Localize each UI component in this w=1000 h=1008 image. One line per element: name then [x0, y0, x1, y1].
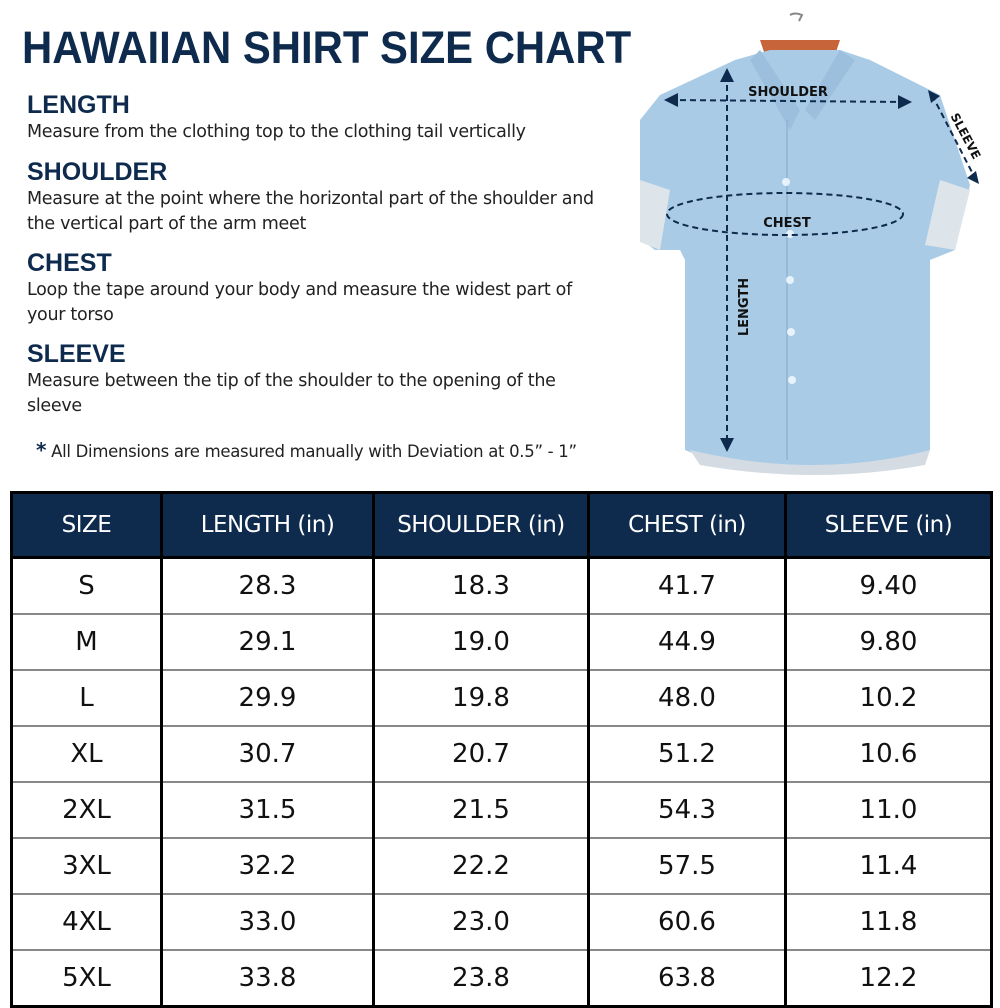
column-header: CHEST (in)	[587, 491, 787, 559]
table-cell: 12.2	[784, 949, 993, 1008]
column-header: SLEEVE (in)	[784, 491, 993, 559]
table-cell: 33.8	[160, 949, 375, 1008]
section-text: Loop the tape around your body and measu…	[27, 280, 572, 325]
table-cell: 33.0	[160, 893, 375, 950]
table-cell: L	[10, 669, 163, 726]
section-heading: SLEEVE	[27, 340, 126, 368]
section-shoulder: SHOULDER Measure at the point where the …	[27, 157, 607, 237]
table-cell: 11.8	[784, 893, 993, 950]
table-cell: 11.0	[784, 781, 993, 838]
table-row: 5XL 33.8 23.8 63.8 12.2	[10, 949, 993, 1008]
table-row: 4XL 33.0 23.0 60.6 11.8	[10, 893, 993, 950]
page-title: HAWAIIAN SHIRT SIZE CHART	[22, 22, 632, 73]
table-cell: 32.2	[160, 837, 375, 894]
table-row: XL 30.7 20.7 51.2 10.6	[10, 725, 993, 782]
table-cell: M	[10, 613, 163, 670]
table-cell: 20.7	[372, 725, 590, 782]
table-cell: 41.7	[587, 556, 787, 614]
table-row: 2XL 31.5 21.5 54.3 11.0	[10, 781, 993, 838]
table-cell: 23.8	[372, 949, 590, 1008]
table-cell: 23.0	[372, 893, 590, 950]
table-cell: 44.9	[587, 613, 787, 670]
length-label: LENGTH	[737, 278, 752, 336]
section-heading: LENGTH	[27, 91, 130, 119]
table-cell: 28.3	[160, 556, 375, 614]
note-text: All Dimensions are measured manually wit…	[51, 442, 577, 461]
table-cell: 9.40	[784, 556, 993, 614]
table-header-row: SIZE LENGTH (in) SHOULDER (in) CHEST (in) SL…	[10, 491, 993, 559]
table-cell: 57.5	[587, 837, 787, 894]
table-cell: 2XL	[10, 781, 163, 838]
table-cell: 60.6	[587, 893, 787, 950]
table-cell: 19.0	[372, 613, 590, 670]
table-cell: XL	[10, 725, 163, 782]
table-row: L 29.9 19.8 48.0 10.2	[10, 669, 993, 726]
table-cell: 10.6	[784, 725, 993, 782]
dimension-note: * All Dimensions are measured manually w…	[36, 438, 577, 462]
section-sleeve: SLEEVE Measure between the tip of the sh…	[27, 339, 557, 419]
table-cell: 4XL	[10, 893, 163, 950]
table-cell: 11.4	[784, 837, 993, 894]
size-table: SIZE LENGTH (in) SHOULDER (in) CHEST (in) SL…	[10, 491, 993, 1008]
section-text: Measure at the point where the horizonta…	[27, 189, 594, 234]
table-cell: 31.5	[160, 781, 375, 838]
table-cell: 29.9	[160, 669, 375, 726]
table-cell: 5XL	[10, 949, 163, 1008]
table-cell: 10.2	[784, 669, 993, 726]
table-cell: 30.7	[160, 725, 375, 782]
section-heading: SHOULDER	[27, 158, 168, 186]
table-cell: 19.8	[372, 669, 590, 726]
table-cell: 51.2	[587, 725, 787, 782]
chest-label: CHEST	[763, 216, 811, 231]
table-row: S 28.3 18.3 41.7 9.40	[10, 556, 993, 614]
table-cell: 54.3	[587, 781, 787, 838]
shirt-illustration: SHOULDER CHEST LENGTH SLEEVE	[635, 12, 983, 475]
table-cell: 21.5	[372, 781, 590, 838]
column-header: SIZE	[10, 491, 163, 559]
section-heading: CHEST	[27, 249, 112, 277]
table-cell: S	[10, 556, 163, 614]
table-cell: 29.1	[160, 613, 375, 670]
table-cell: 63.8	[587, 949, 787, 1008]
table-row: 3XL 32.2 22.2 57.5 11.4	[10, 837, 993, 894]
table-cell: 22.2	[372, 837, 590, 894]
section-text: Measure from the clothing top to the clo…	[27, 122, 526, 142]
column-header: SHOULDER (in)	[372, 491, 590, 559]
table-row: M 29.1 19.0 44.9 9.80	[10, 613, 993, 670]
table-cell: 48.0	[587, 669, 787, 726]
shirt-body	[635, 50, 970, 466]
section-length: LENGTH Measure from the clothing top to …	[27, 90, 526, 145]
table-cell: 9.80	[784, 613, 993, 670]
table-cell: 3XL	[10, 837, 163, 894]
section-text: Measure between the tip of the shoulder …	[27, 371, 556, 416]
shoulder-label: SHOULDER	[748, 85, 828, 100]
section-chest: CHEST Loop the tape around your body and…	[27, 248, 607, 328]
table-cell: 18.3	[372, 556, 590, 614]
shirt-diagram: SHOULDER CHEST LENGTH SLEEVE	[635, 10, 1000, 480]
asterisk-icon: *	[36, 438, 47, 462]
column-header: LENGTH (in)	[160, 491, 375, 559]
